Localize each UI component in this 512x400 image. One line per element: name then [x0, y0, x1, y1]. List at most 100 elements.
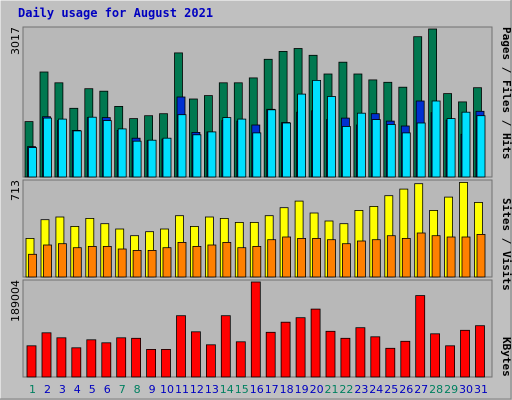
x-tick-label-day-23: 23 — [354, 383, 368, 396]
bar-kbytes-day-4 — [71, 347, 82, 378]
x-tick-label-day-29: 29 — [444, 383, 458, 396]
panel-middle-ymax-label: 713 — [9, 180, 22, 201]
bar-sites-day-11 — [177, 241, 187, 278]
bar-pages-day-15 — [237, 118, 247, 178]
x-tick-label-day-25: 25 — [384, 383, 398, 396]
x-tick-label-day-14: 14 — [220, 383, 234, 396]
panel-bottom-bars — [26, 281, 485, 378]
bar-pages-day-9 — [147, 139, 157, 178]
x-axis-day-labels: 1 2 3 4 5 6 7 8 9 10 11 12 13 14 15 16 17 18 19 20 21 22 23 24 2… — [29, 383, 488, 396]
bar-sites-day-17 — [267, 239, 277, 278]
bar-pages-day-20 — [312, 80, 322, 178]
bar-kbytes-day-31 — [475, 325, 485, 378]
bar-pages-day-31 — [476, 115, 486, 178]
bar-kbytes-day-14 — [220, 315, 231, 378]
bar-sites-day-25 — [386, 235, 396, 278]
x-tick-label-day-7: 7 — [119, 383, 126, 396]
bar-kbytes-day-13 — [205, 344, 216, 378]
x-tick-label-day-4: 4 — [74, 383, 81, 396]
legend-sites: Sites — [500, 198, 512, 231]
bar-kbytes-day-7 — [116, 337, 127, 378]
panel-bottom: 189004 KBytes — [9, 279, 512, 378]
bar-pages-day-8 — [132, 140, 142, 178]
bar-sites-day-24 — [371, 239, 381, 278]
bar-sites-day-31 — [476, 233, 486, 278]
x-tick-label-day-9: 9 — [149, 383, 156, 396]
panel-bottom-ymax-label: 189004 — [9, 280, 22, 322]
bar-kbytes-day-21 — [325, 330, 336, 378]
legend-separator: / — [500, 60, 512, 80]
bar-pages-day-29 — [446, 118, 456, 178]
bar-pages-day-1 — [28, 147, 37, 178]
bar-kbytes-day-15 — [235, 341, 246, 378]
bar-kbytes-day-28 — [430, 333, 441, 378]
bar-sites-day-12 — [192, 245, 202, 278]
bar-pages-day-12 — [192, 134, 202, 178]
bar-sites-day-6 — [102, 245, 112, 278]
panel-bottom-legend: KBytes — [500, 337, 512, 377]
bar-sites-day-21 — [327, 239, 336, 278]
bar-sites-day-13 — [207, 244, 217, 278]
bar-sites-day-26 — [401, 237, 411, 278]
bar-sites-day-15 — [237, 247, 247, 278]
x-tick-label-day-3: 3 — [59, 383, 66, 396]
x-tick-label-day-12: 12 — [190, 383, 204, 396]
bar-kbytes-day-2 — [41, 332, 52, 378]
bar-sites-day-3 — [58, 243, 67, 278]
panel-top-ymax-label: 3017 — [9, 27, 22, 55]
bar-sites-day-18 — [282, 236, 292, 278]
bar-sites-day-7 — [117, 248, 127, 278]
bar-pages-day-30 — [461, 111, 471, 178]
legend-separator: / — [500, 231, 512, 251]
panel-middle-bars — [25, 181, 486, 278]
bar-pages-day-4 — [72, 130, 82, 178]
bar-sites-day-1 — [28, 253, 37, 278]
bar-kbytes-day-20 — [310, 308, 321, 378]
bar-kbytes-day-27 — [415, 295, 426, 378]
x-tick-label-day-11: 11 — [175, 383, 189, 396]
bar-pages-day-7 — [117, 128, 127, 178]
bar-pages-day-22 — [341, 126, 351, 178]
bar-pages-day-5 — [87, 116, 97, 178]
x-tick-label-day-15: 15 — [235, 383, 249, 396]
x-tick-label-day-20: 20 — [310, 383, 324, 396]
bar-sites-day-10 — [162, 247, 172, 278]
x-tick-label-day-16: 16 — [250, 383, 264, 396]
bar-kbytes-day-6 — [101, 342, 112, 378]
bar-sites-day-16 — [252, 245, 262, 278]
bar-pages-day-26 — [401, 132, 411, 178]
x-tick-label-day-18: 18 — [280, 383, 294, 396]
bar-kbytes-day-22 — [340, 337, 351, 378]
bar-pages-day-11 — [177, 114, 187, 178]
bar-pages-day-10 — [162, 137, 172, 178]
x-tick-label-day-21: 21 — [325, 383, 339, 396]
bar-sites-day-5 — [87, 245, 97, 278]
bar-kbytes-day-9 — [146, 348, 157, 378]
bar-kbytes-day-8 — [131, 337, 142, 378]
bar-sites-day-28 — [431, 235, 441, 278]
legend-separator: / — [500, 113, 512, 133]
bar-kbytes-day-12 — [190, 331, 201, 378]
bar-kbytes-day-18 — [280, 321, 291, 378]
bar-sites-day-30 — [461, 236, 471, 278]
bar-pages-day-21 — [327, 96, 336, 178]
bar-kbytes-day-30 — [460, 329, 470, 378]
bar-pages-day-18 — [282, 122, 292, 178]
bar-pages-day-19 — [297, 93, 307, 178]
bar-pages-day-16 — [252, 132, 262, 178]
bar-pages-day-24 — [371, 119, 381, 178]
bar-sites-day-19 — [297, 237, 307, 278]
bar-pages-day-23 — [356, 112, 366, 178]
x-tick-label-day-27: 27 — [414, 383, 428, 396]
bar-pages-day-17 — [267, 109, 277, 178]
bar-kbytes-day-11 — [176, 315, 186, 378]
bar-sites-day-9 — [147, 249, 157, 278]
x-tick-label-day-28: 28 — [429, 383, 443, 396]
x-tick-label-day-31: 31 — [474, 383, 488, 396]
bar-kbytes-day-5 — [86, 339, 97, 378]
x-tick-label-day-26: 26 — [399, 383, 413, 396]
bar-sites-day-14 — [222, 241, 232, 278]
x-tick-label-day-10: 10 — [160, 383, 174, 396]
bar-sites-day-22 — [341, 243, 351, 278]
bar-kbytes-day-1 — [26, 345, 37, 378]
